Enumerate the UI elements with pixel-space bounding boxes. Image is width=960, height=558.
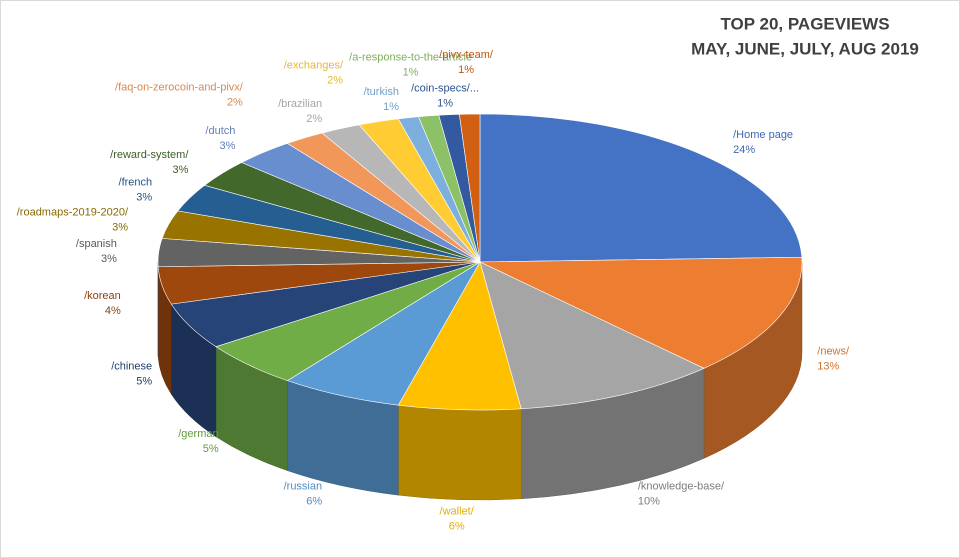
label-category: /Home page [733, 129, 793, 141]
label-category: /faq-on-zerocoin-and-pivx/ [115, 81, 244, 93]
chart-subtitle: MAY, JUNE, JULY, AUG 2019 [691, 39, 919, 58]
label-value: 6% [449, 521, 465, 533]
data-label: /chinese 5% [111, 361, 152, 388]
data-label: /brazilian 2% [278, 98, 322, 125]
label-value: 2% [227, 96, 243, 108]
label-category: /brazilian [278, 98, 322, 110]
data-label: /news/13% [817, 345, 850, 372]
label-value: 13% [817, 360, 839, 372]
label-value: 10% [638, 496, 660, 508]
label-value: 6% [306, 496, 322, 508]
label-category: /spanish [76, 238, 117, 250]
data-label: /exchanges/2% [284, 59, 344, 86]
slice [479, 113, 803, 263]
label-value: 3% [112, 221, 128, 233]
label-category: /turkish [364, 86, 399, 98]
label-value: 2% [306, 113, 322, 125]
label-category: /french [119, 176, 153, 188]
label-category: /chinese [111, 361, 152, 373]
data-label: /korean 4% [84, 290, 121, 317]
label-category: /reward-system/ [110, 149, 189, 161]
data-label: /faq-on-zerocoin-and-pivx/2% [115, 81, 244, 108]
label-value: 3% [172, 164, 188, 176]
label-category: /knowledge-base/ [638, 481, 725, 493]
data-label: /reward-system/3% [110, 149, 189, 176]
data-label: /russian 6% [284, 481, 323, 508]
label-category: /german [178, 428, 218, 440]
data-label: /wallet/6% [440, 506, 475, 533]
data-label: /pivx-team/1% [439, 49, 494, 76]
data-label: /german 5% [178, 428, 219, 455]
slice [479, 256, 803, 369]
label-category: /roadmaps-2019-2020/ [17, 206, 129, 218]
label-category: /exchanges/ [284, 59, 344, 71]
data-label: /Home page 24% [733, 129, 793, 156]
label-value: 1% [383, 101, 399, 113]
label-value: 24% [733, 144, 755, 156]
label-value: 3% [101, 253, 117, 265]
data-label: /roadmaps-2019-2020/3% [17, 206, 129, 233]
slice-side [398, 404, 522, 501]
slice [397, 261, 522, 411]
label-category: /russian [284, 481, 323, 493]
label-value: 1% [437, 97, 453, 109]
label-category: /dutch [205, 125, 235, 137]
label-category: /coin-specs/... [411, 82, 479, 94]
data-label: /dutch 3% [205, 125, 235, 152]
label-category: /a-response-to-the-article [349, 52, 472, 64]
slice [479, 261, 705, 410]
slice [286, 261, 481, 406]
label-value: 3% [219, 140, 235, 152]
label-category: /news/ [817, 345, 850, 357]
data-label: /french 3% [119, 176, 153, 203]
label-value: 1% [403, 67, 419, 79]
data-label: /turkish 1% [364, 86, 400, 113]
slice [459, 113, 481, 263]
label-value: 4% [105, 305, 121, 317]
label-category: /korean [84, 290, 121, 302]
label-value: 3% [136, 191, 152, 203]
data-label: /spanish 3% [76, 238, 117, 265]
data-label: /coin-specs/... 1% [411, 82, 479, 109]
label-value: 5% [203, 443, 219, 455]
label-category: /wallet/ [440, 506, 475, 518]
label-value: 2% [327, 74, 343, 86]
label-category: /pivx-team/ [439, 49, 494, 61]
label-value: 1% [458, 64, 474, 76]
data-label: /knowledge-base/10% [638, 481, 725, 508]
chart-title: TOP 20, PAGEVIEWS [720, 14, 889, 33]
label-value: 5% [136, 376, 152, 388]
